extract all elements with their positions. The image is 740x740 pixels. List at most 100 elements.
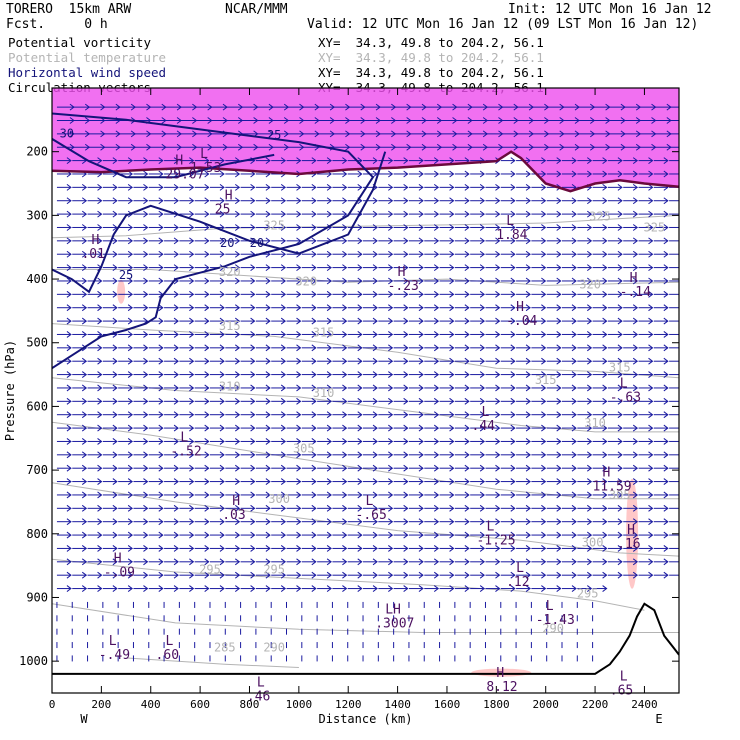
vector-arrowhead: [234, 277, 241, 285]
vector-arrowhead: [433, 331, 440, 338]
vector-arrowhead: [81, 304, 88, 312]
vector-arrowhead: [357, 531, 363, 539]
vector-arrowhead: [357, 585, 363, 592]
vector-arrowhead: [204, 344, 210, 352]
vector-arrowhead: [495, 344, 501, 352]
vector-arrowhead: [388, 344, 394, 352]
vector-arrowhead: [678, 505, 679, 512]
vector-arrowhead: [326, 183, 332, 191]
vector-arrowhead: [464, 344, 470, 352]
vector-arrowhead: [173, 571, 179, 579]
vector-arrowhead: [403, 304, 409, 312]
vector-arrowhead: [433, 545, 440, 552]
vector-arrowhead: [648, 157, 654, 164]
vector-arrowhead: [158, 197, 164, 205]
vector-arrowhead: [250, 438, 256, 445]
vector-arrowhead: [372, 558, 378, 566]
vector-arrowhead: [296, 504, 302, 512]
vector-arrowhead: [311, 264, 317, 271]
vector-arrowhead: [311, 558, 317, 566]
vector-arrowhead: [556, 210, 562, 218]
vector-arrowhead: [143, 170, 149, 178]
vector-arrowhead: [265, 451, 271, 459]
vector-arrowhead: [678, 371, 679, 378]
vector-arrowhead: [449, 237, 455, 245]
vector-arrowhead: [357, 558, 363, 566]
vector-arrowhead: [112, 357, 118, 365]
vector-arrowhead: [617, 397, 623, 405]
vector-arrowhead: [81, 357, 88, 365]
vector-arrowhead: [556, 504, 562, 512]
vector-arrowhead: [296, 411, 302, 419]
vector-arrowhead: [571, 344, 577, 352]
vector-arrowhead: [479, 518, 485, 526]
vector-arrowhead: [617, 531, 623, 539]
vector-arrowhead: [495, 397, 501, 405]
vector-arrowhead: [495, 451, 501, 459]
vector-arrowhead: [602, 451, 608, 459]
vector-arrowhead: [342, 317, 348, 325]
vector-arrowhead: [372, 264, 378, 271]
vector-arrowhead: [403, 571, 409, 579]
vector-arrowhead: [342, 237, 348, 245]
vector-arrowhead: [479, 585, 485, 592]
vector-arrowhead: [219, 478, 225, 485]
vector-arrowhead: [97, 504, 103, 512]
vector-arrowhead: [403, 183, 409, 191]
vector-arrowhead: [510, 210, 516, 218]
vector-arrowhead: [510, 464, 516, 472]
vector-arrowhead: [525, 290, 531, 298]
vector-arrowhead: [158, 464, 164, 472]
vector-arrowhead: [173, 290, 179, 298]
vector-arrowhead: [112, 397, 118, 405]
vector-arrowhead: [663, 170, 669, 178]
vector-arrowhead: [326, 438, 332, 445]
vector-arrowhead: [234, 531, 241, 539]
vector-arrowhead: [97, 571, 103, 579]
vector-arrowhead: [418, 250, 424, 258]
vector-arrowhead: [433, 250, 440, 258]
x-tick-label: 1400: [384, 698, 411, 711]
vector-arrowhead: [97, 518, 103, 526]
vector-arrowhead: [648, 397, 654, 405]
vector-arrowhead: [495, 317, 501, 325]
vector-arrowhead: [311, 250, 317, 258]
vector-arrowhead: [357, 290, 363, 298]
vector-arrowhead: [342, 438, 348, 445]
vector-arrowhead: [449, 357, 455, 365]
vector-arrowhead: [632, 424, 639, 432]
vector-arrowhead: [280, 344, 287, 352]
extremum-value: .3007: [375, 616, 414, 631]
vector-arrowhead: [479, 183, 485, 191]
vector-arrowhead: [234, 585, 241, 592]
vector-arrowhead: [479, 491, 485, 499]
vector-arrowhead: [219, 304, 225, 312]
vector-arrowhead: [112, 464, 118, 472]
vector-arrowhead: [433, 491, 440, 499]
vector-arrowhead: [311, 424, 317, 432]
vector-arrowhead: [219, 531, 225, 539]
vector-arrowhead: [556, 331, 562, 338]
vector-arrowhead: [219, 411, 225, 419]
vector-arrowhead: [510, 183, 516, 191]
vector-arrowhead: [173, 344, 179, 352]
vector-arrowhead: [449, 264, 455, 271]
vector-arrowhead: [571, 210, 577, 218]
vector-arrowhead: [648, 317, 654, 325]
vector-arrowhead: [464, 531, 470, 539]
vector-arrowhead: [602, 357, 608, 365]
vector-arrowhead: [525, 237, 531, 245]
vector-arrowhead: [219, 170, 225, 178]
vector-arrowhead: [173, 438, 179, 445]
vector-arrowhead: [372, 210, 378, 218]
theta-label: 295: [199, 562, 221, 576]
vector-arrowhead: [510, 571, 516, 579]
vector-arrowhead: [311, 224, 317, 231]
vector-arrowhead: [464, 478, 470, 485]
vector-arrowhead: [173, 504, 179, 512]
vector-arrowhead: [372, 277, 378, 285]
vector-arrowhead: [127, 170, 133, 178]
vector-arrowhead: [250, 531, 256, 539]
vector-arrowhead: [403, 331, 409, 338]
vector-arrowhead: [204, 464, 210, 472]
